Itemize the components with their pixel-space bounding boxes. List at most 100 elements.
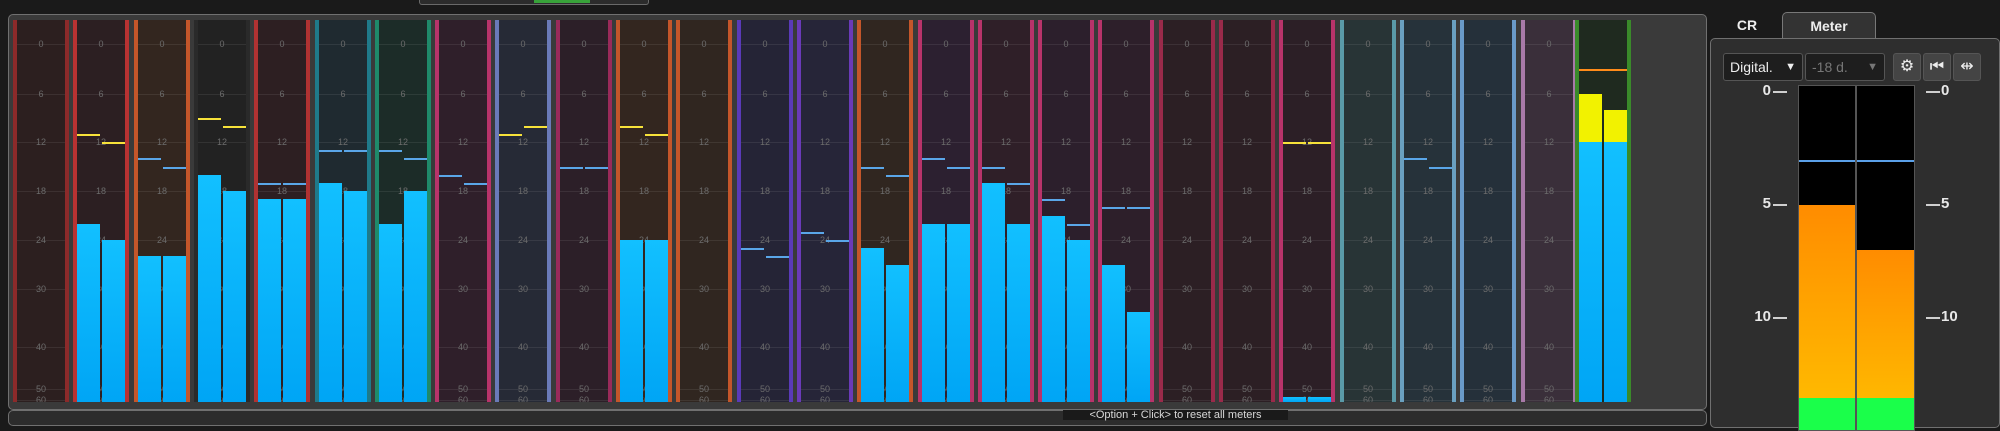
channel-meter-strip[interactable]: 0 6 12 18 24 30 40 50 60 [1098,20,1154,402]
level-bar [1067,240,1090,402]
level-bar [947,223,970,402]
scale-label: 30 [216,284,227,294]
scale-label: 12 [1060,137,1071,147]
channel-meter-strip[interactable]: 0 6 12 18 24 30 40 50 60 [13,20,69,402]
channel-meter-strip[interactable]: 0 6 12 18 24 30 40 50 60 [315,20,371,402]
channel-meter-strip[interactable]: 0 6 12 18 24 30 40 50 60 [797,20,853,402]
channel-meter-strip[interactable]: 0 6 12 18 24 30 40 50 60 [676,20,732,402]
tab-meter[interactable]: Meter [1782,12,1876,38]
scale-label: 40 [1181,342,1192,352]
scale-label: 0 [641,39,647,49]
scale-tick [1042,347,1090,348]
scale-tick [1404,94,1452,95]
scale-tick [1283,240,1331,241]
peak-hold-line [560,166,583,169]
peak-hold-line [801,231,824,234]
top-segment-active [534,0,590,3]
channel-meter-strip[interactable]: 0 6 12 18 24 30 40 50 60 [495,20,551,402]
meter-scale-label-left: 5 [1762,195,1771,212]
channel-meter-strip[interactable]: 0 6 12 18 24 30 40 50 60 [194,20,250,402]
channel-meter-strip[interactable]: 0 6 12 18 24 30 40 50 60 [556,20,612,402]
scale-label: 0 [279,39,285,49]
channel-meter-strip[interactable]: 0 6 12 18 24 30 40 50 60 [1460,20,1516,402]
scale-label: 12 [698,137,709,147]
scale-label: 0 [822,39,828,49]
channel-meter-strip[interactable]: 0 6 12 18 24 30 40 50 60 [616,20,672,402]
scale-tick [379,240,427,241]
reset-peak-icon[interactable]: ⏮ [1923,53,1951,81]
scale-tick [741,191,789,192]
scale-tick [560,400,608,401]
channel-meter-strip[interactable]: 0 6 12 18 24 30 40 50 60 [134,20,190,402]
scale-tick [1102,389,1150,390]
scale-label: 60 [1120,395,1131,402]
channel-meter-strip[interactable]: 0 6 12 18 24 30 40 50 60 [918,20,974,402]
scale-label: 6 [1425,89,1431,99]
scale-tick [922,389,970,390]
scale-label: 60 [578,395,589,402]
scale-tick [1283,400,1331,401]
scale-tick [1404,289,1452,290]
scale-tick [319,191,367,192]
scale-tick [801,347,849,348]
scale-label: 24 [1482,235,1493,245]
channel-meter-strip[interactable]: 0 6 12 18 24 30 40 50 60 [978,20,1034,402]
channel-meter-strip[interactable]: 0 6 12 18 24 30 40 50 60 [435,20,491,402]
scale-label: 30 [156,284,167,294]
scale-label: 24 [1000,235,1011,245]
scale-label: 40 [698,342,709,352]
reset-meters-hint: <Option + Click> to reset all meters [1063,410,1288,421]
meter-type-dropdown[interactable]: Digital. ▼ [1723,53,1803,81]
scale-label: 6 [1546,89,1552,99]
channel-meter-strip[interactable]: 0 6 12 18 24 30 40 50 60 [375,20,431,402]
scale-label: 12 [1482,137,1493,147]
top-segment-control[interactable] [419,0,649,5]
scale-label: 50 [759,384,770,394]
scale-label: 30 [578,284,589,294]
scale-tick [1042,44,1090,45]
peak-hold-line [499,134,522,136]
gear-icon[interactable]: ⚙ [1893,53,1921,81]
level-bar [620,240,643,402]
scale-label: 12 [1362,137,1373,147]
scale-label: 30 [1000,284,1011,294]
channel-meter-strip[interactable]: 0 6 12 18 24 30 40 50 60 [73,20,129,402]
channel-meter-strip[interactable]: 0 6 12 18 24 30 40 50 60 [1279,20,1335,402]
peak-hold-line [1404,158,1427,161]
channel-meter-strip[interactable]: 0 6 12 18 24 30 40 50 60 [1219,20,1275,402]
scale-label: 24 [1543,235,1554,245]
channel-meter-strip[interactable]: 0 6 12 18 24 30 40 50 60 [1340,20,1396,402]
channel-meter-strip[interactable]: 0 6 12 18 24 30 40 50 60 [857,20,913,402]
scale-tick [499,94,547,95]
scale-label: 6 [701,89,707,99]
channel-meter-strip[interactable]: 0 6 12 18 24 30 40 50 60 [1521,20,1577,402]
scale-tick [198,191,246,192]
scale-tick [982,191,1030,192]
scale-tick [198,347,246,348]
scale-label: 12 [578,137,589,147]
meter-scale-tick [1926,317,1940,319]
channel-meter-strip[interactable]: 0 6 12 18 24 30 40 50 60 [1038,20,1094,402]
scale-tick [861,347,909,348]
channel-meter-strip[interactable]: 0 6 12 18 24 30 40 50 60 [737,20,793,402]
scale-tick [680,94,728,95]
channel-meter-strip[interactable]: 0 6 12 18 24 30 40 50 60 [254,20,310,402]
channel-meter-strip[interactable]: 0 6 12 18 24 30 40 50 60 [1400,20,1456,402]
master-meter-strip[interactable] [1575,20,1631,402]
chevron-down-icon: ▼ [1785,61,1796,73]
peak-hold-line [1102,207,1125,210]
scale-tick [258,44,306,45]
scale-tick [1223,389,1271,390]
control-room-meter-channel[interactable] [1798,85,1856,431]
scale-label: 6 [1485,89,1491,99]
control-room-meter-channel[interactable] [1856,85,1915,431]
scale-label: 30 [337,284,348,294]
tab-cr[interactable]: CR [1736,17,1758,33]
reference-level-dropdown[interactable]: -18 d. ▼ [1805,53,1885,81]
expand-icon[interactable]: ⇹ [1953,53,1981,81]
channel-meter-strip[interactable]: 0 6 12 18 24 30 40 50 60 [1159,20,1215,402]
scale-tick [982,240,1030,241]
scale-label: 40 [1120,342,1131,352]
scale-tick [258,389,306,390]
scale-label: 24 [1060,235,1071,245]
